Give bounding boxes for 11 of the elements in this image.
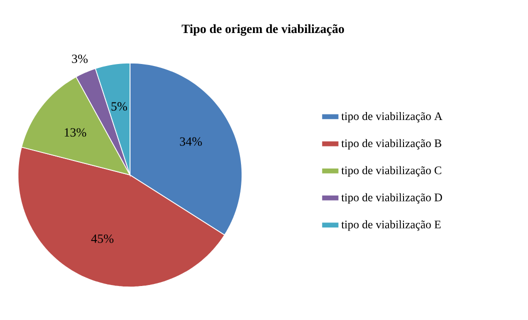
data-label: 3% [72,54,88,64]
chart-title: Tipo de origem de viabilização [182,24,344,36]
data-label: 45% [91,234,114,243]
legend-label: tipo de viabilização C [341,166,442,177]
legend-label: tipo de viabilização E [341,220,441,231]
data-label: 34% [180,137,202,146]
data-label: 13% [64,128,86,137]
legend-label: tipo de viabilização D [341,193,442,204]
legend-label: tipo de viabilização B [341,139,442,150]
data-label: 5% [112,102,128,111]
legend-label: tipo de viabilização A [341,112,442,122]
